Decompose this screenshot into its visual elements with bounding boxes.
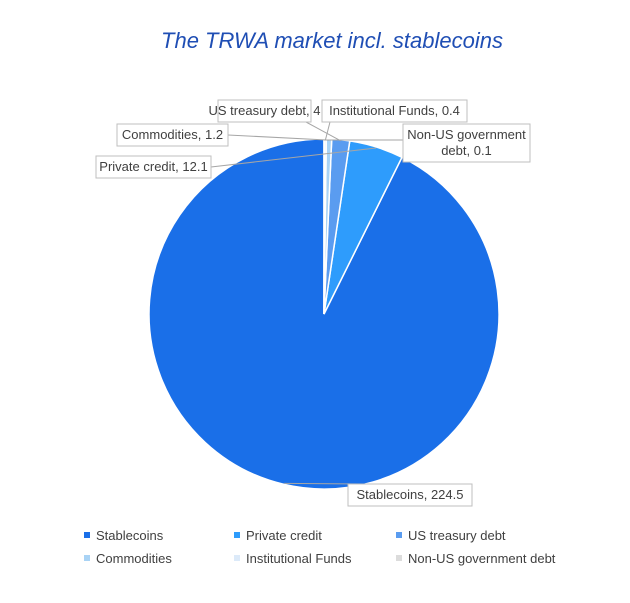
leader-line-private-credit bbox=[210, 147, 377, 168]
legend-swatch-stablecoins bbox=[84, 532, 90, 538]
leader-line-commodities bbox=[227, 134, 330, 141]
legend-swatch-private-credit bbox=[234, 532, 240, 538]
leader-line-institutional-funds bbox=[324, 121, 331, 141]
legend-swatch-institutional-funds bbox=[234, 555, 240, 561]
data-label-box-private-credit bbox=[95, 155, 212, 179]
data-labels: Stablecoins, 224.5 Private credit, 12.1 US… bbox=[95, 99, 531, 507]
chart-title: The TRWA market incl. stablecoins bbox=[161, 28, 503, 53]
legend-label-private-credit: Private credit bbox=[246, 528, 322, 543]
data-label-commodities: Commodities, 1.2 bbox=[122, 127, 223, 142]
data-label-non-us-government-debt: Non-US government debt, 0.1 bbox=[407, 127, 526, 158]
data-label-stablecoins: Stablecoins, 224.5 bbox=[357, 487, 464, 502]
legend-label-stablecoins: Stablecoins bbox=[96, 528, 164, 543]
data-label-private-credit: Private credit, 12.1 bbox=[99, 159, 207, 174]
data-label-institutional-funds: Institutional Funds, 0.4 bbox=[329, 103, 460, 118]
data-label-box-commodities bbox=[116, 123, 229, 147]
data-label-box-us-treasury-debt bbox=[217, 99, 312, 123]
leader-line-us-treasury-debt bbox=[305, 121, 341, 142]
pie-slices bbox=[148, 138, 500, 490]
legend-swatch-us-treasury-debt bbox=[396, 532, 402, 538]
data-label-box-institutional-funds bbox=[321, 99, 468, 123]
legend-label-non-us-government-debt: Non-US government debt bbox=[408, 551, 556, 566]
legend-label-institutional-funds: Institutional Funds bbox=[246, 551, 352, 566]
legend-swatch-non-us-government-debt bbox=[396, 555, 402, 561]
legend-label-us-treasury-debt: US treasury debt bbox=[408, 528, 506, 543]
data-label-box-non-us-government-debt bbox=[402, 123, 531, 163]
legend: Stablecoins Private credit US treasury deb… bbox=[84, 528, 556, 566]
data-label-us-treasury-debt: US treasury debt, 4 bbox=[209, 103, 321, 118]
legend-swatch-commodities bbox=[84, 555, 90, 561]
legend-label-commodities: Commodities bbox=[96, 551, 172, 566]
data-label-box-stablecoins bbox=[347, 483, 473, 507]
